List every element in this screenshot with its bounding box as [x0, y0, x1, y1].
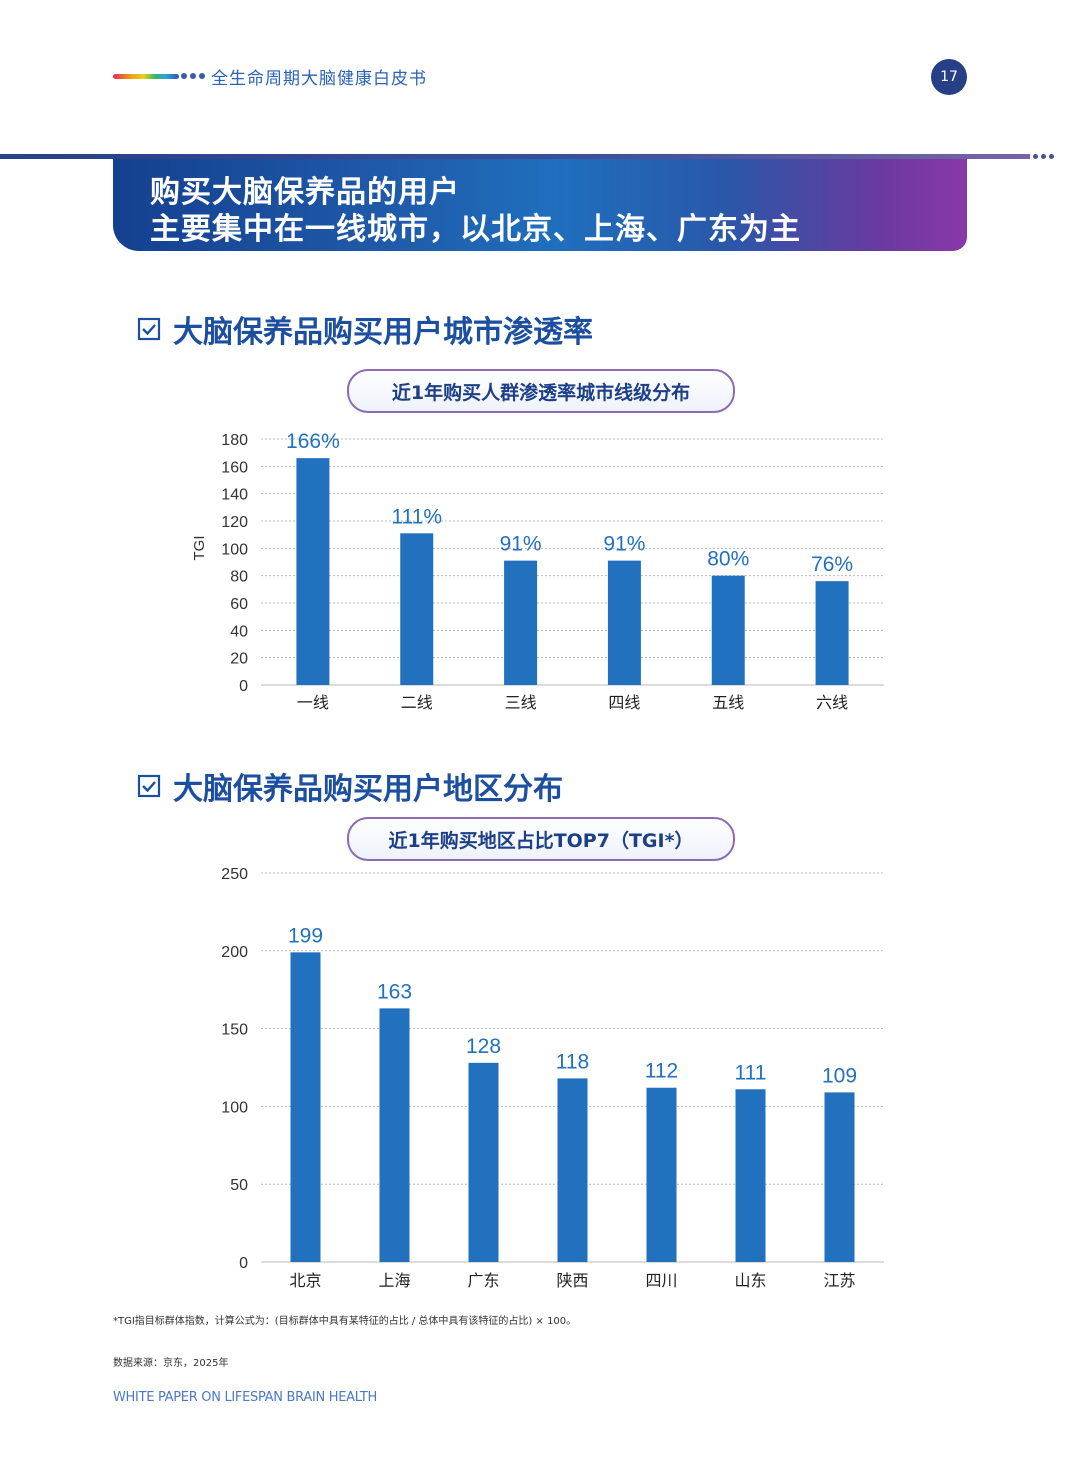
data-label: 166%: [286, 430, 340, 453]
bar-四线: [607, 560, 641, 685]
data-label: 199: [288, 924, 323, 947]
data-label: 163: [377, 980, 412, 1003]
banner-rule-dots: [1033, 154, 1054, 159]
y-tick-label: 50: [230, 1177, 248, 1194]
section-title-region: 大脑保养品购买用户地区分布: [137, 764, 563, 808]
x-tick-label: 广东: [467, 1271, 499, 1290]
data-source: 数据来源：京东，2025年: [113, 1358, 229, 1369]
bar-三线: [504, 560, 538, 685]
y-tick-label: 200: [221, 944, 248, 961]
x-tick-label: 一线: [297, 693, 329, 712]
x-tick-label: 四线: [608, 693, 640, 712]
y-tick-label: 180: [221, 432, 248, 449]
y-tick-label: 250: [221, 866, 248, 883]
x-tick-label: 上海: [378, 1271, 410, 1290]
check-square-icon: [137, 317, 161, 341]
title-banner: 购买大脑保养品的用户 主要集中在一线城市，以北京、上海、广东为主: [113, 159, 967, 251]
x-tick-label: 四川: [645, 1271, 677, 1290]
y-tick-label: 100: [221, 541, 248, 558]
bar-上海: [379, 1008, 410, 1262]
y-tick-label: 0: [239, 678, 248, 695]
y-tick-label: 150: [221, 1022, 248, 1039]
banner-line-2: 主要集中在一线城市，以北京、上海、广东为主: [150, 212, 801, 247]
bar-一线: [296, 458, 330, 685]
x-tick-label: 三线: [505, 693, 537, 712]
bar-北京: [290, 952, 321, 1262]
header-dots: [181, 73, 205, 79]
chart1-title-pill: 近1年购买人群渗透率城市线级分布: [347, 369, 735, 413]
bar-六线: [815, 581, 849, 685]
data-label: 80%: [707, 548, 749, 571]
y-tick-label: 120: [221, 514, 248, 531]
y-tick-label: 80: [230, 569, 248, 586]
check-square-icon: [137, 774, 161, 798]
bar-广东: [468, 1062, 499, 1262]
y-tick-label: 140: [221, 487, 248, 504]
y-tick-label: 40: [230, 623, 248, 640]
bar-山东: [735, 1089, 766, 1262]
y-tick-label: 0: [239, 1255, 248, 1272]
x-tick-label: 六线: [816, 693, 848, 712]
x-tick-label: 江苏: [823, 1271, 855, 1290]
y-axis-label: TGI: [191, 536, 208, 561]
banner-rule: [0, 154, 1030, 159]
y-tick-label: 160: [221, 459, 248, 476]
bar-江苏: [824, 1092, 855, 1262]
bar-四川: [646, 1087, 677, 1262]
data-label: 91%: [500, 533, 542, 556]
banner-line-1: 购买大脑保养品的用户: [150, 175, 460, 210]
x-tick-label: 五线: [712, 693, 744, 712]
data-label: 76%: [811, 553, 853, 576]
footer-english-title: WHITE PAPER ON LIFESPAN BRAIN HEALTH: [113, 1390, 377, 1405]
y-tick-label: 20: [230, 651, 248, 668]
data-label: 118: [556, 1050, 589, 1073]
header-gradient-line: [113, 74, 179, 79]
x-tick-label: 北京: [289, 1271, 321, 1290]
x-tick-label: 陕西: [556, 1271, 588, 1290]
section-title-region-text: 大脑保养品购买用户地区分布: [173, 772, 563, 807]
y-tick-label: 100: [221, 1099, 248, 1116]
header-title: 全生命周期大脑健康白皮书: [211, 69, 427, 89]
data-label: 91%: [603, 533, 645, 556]
data-label: 128: [466, 1035, 501, 1058]
data-label: 109: [822, 1064, 857, 1087]
data-label: 111%: [391, 505, 442, 528]
chart2-title-pill: 近1年购买地区占比TOP7（TGI*）: [347, 817, 735, 861]
x-tick-label: 山东: [734, 1271, 766, 1290]
section-title-city: 大脑保养品购买用户城市渗透率: [137, 307, 593, 351]
footnote: *TGI指目标群体指数，计算公式为：(目标群体中具有某特征的占比 / 总体中具有…: [113, 1316, 577, 1327]
data-label: 112: [645, 1060, 678, 1083]
section-title-city-text: 大脑保养品购买用户城市渗透率: [173, 315, 593, 350]
x-tick-label: 二线: [401, 693, 433, 712]
bar-二线: [400, 533, 434, 685]
bar-陕西: [557, 1078, 588, 1262]
y-tick-label: 60: [230, 596, 248, 613]
page-number: 17: [931, 59, 967, 95]
bar-五线: [711, 575, 745, 685]
data-label: 111: [735, 1061, 767, 1084]
